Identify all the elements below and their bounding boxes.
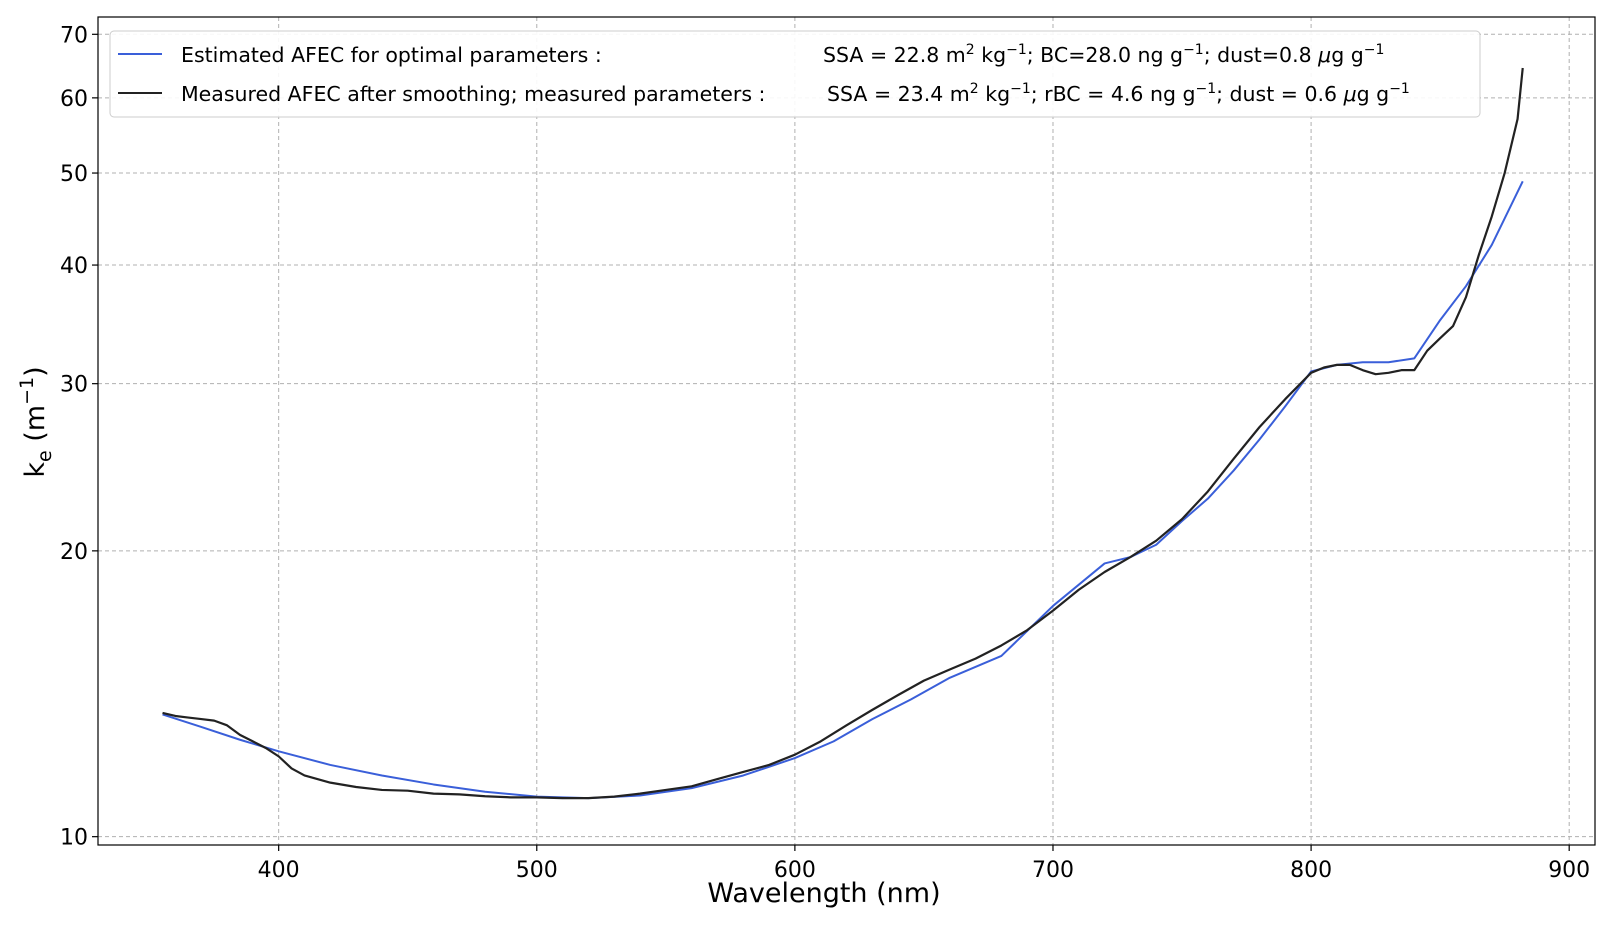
x-tick-label: 700 — [1032, 858, 1074, 883]
legend-params-measured: SSA = 23.4 m2 kg−1; rBC = 4.6 ng g−1; du… — [827, 81, 1410, 106]
y-tick-label: 60 — [60, 87, 88, 112]
y-axis-title-main: k — [20, 462, 51, 478]
series-lines — [162, 67, 1524, 800]
legend-param-part: −1 — [1010, 81, 1031, 97]
legend-param-part: μ — [1317, 43, 1331, 67]
legend-param-part: ; BC=28.0 ng g — [1027, 43, 1183, 67]
legend-param-part: −1 — [1006, 42, 1027, 58]
x-tick-label: 600 — [774, 858, 816, 883]
x-axis-title: Wavelength (nm) — [707, 878, 940, 909]
x-tick-label: 900 — [1548, 858, 1590, 883]
legend-param-part: 2 — [970, 81, 979, 97]
legend-param-part: −1 — [1195, 81, 1216, 97]
legend-param-part: 2 — [966, 42, 975, 58]
legend-param-part: SSA = 22.8 m — [823, 43, 966, 67]
x-tick-label: 500 — [516, 858, 558, 883]
legend-box — [109, 30, 1481, 118]
y-tick-label: 50 — [60, 162, 88, 187]
y-axis-title-close: ) — [20, 366, 51, 377]
legend-param-part: ; dust=0.8 — [1204, 43, 1318, 67]
legend-label-measured: Measured AFEC after smoothing; measured … — [181, 82, 765, 106]
legend-param-part: kg — [975, 43, 1006, 67]
grid-lines — [98, 17, 1595, 845]
x-tick-label: 400 — [258, 858, 300, 883]
legend-param-part: −1 — [1389, 81, 1410, 97]
y-tick-label: 10 — [60, 826, 88, 851]
y-axis-title: ke (m−1) — [16, 366, 56, 477]
legend-param-part: g g — [1357, 82, 1390, 106]
legend-param-part: μ — [1343, 82, 1357, 106]
y-axis-title-subscript: e — [34, 450, 56, 462]
legend-param-part: g g — [1331, 43, 1364, 67]
legend: Estimated AFEC for optimal parameters : … — [109, 30, 1481, 118]
axis-ticks: 400 500 600 700 800 900 10 20 30 40 50 60 70 — [60, 23, 1590, 883]
legend-param-part: kg — [979, 82, 1010, 106]
y-axis-title-exponent: −1 — [16, 377, 38, 405]
legend-label-estimated: Estimated AFEC for optimal parameters : — [181, 43, 602, 67]
series-line-estimated — [162, 180, 1524, 800]
x-tick-label: 800 — [1290, 858, 1332, 883]
legend-param-part: SSA = 23.4 m — [827, 82, 970, 106]
y-axis-title-unit: (m — [20, 405, 51, 450]
legend-param-part: ; dust = 0.6 — [1216, 82, 1343, 106]
legend-param-part: −1 — [1364, 42, 1385, 58]
y-tick-label: 20 — [60, 540, 88, 565]
plot-area-frame — [97, 16, 1596, 846]
series-line-measured — [162, 67, 1524, 800]
legend-param-part: −1 — [1183, 42, 1204, 58]
legend-param-part: ; rBC = 4.6 ng g — [1031, 82, 1196, 106]
y-tick-label: 40 — [60, 254, 88, 279]
y-tick-label: 70 — [60, 23, 88, 48]
y-tick-label: 30 — [60, 373, 88, 398]
legend-params-estimated: SSA = 22.8 m2 kg−1; BC=28.0 ng g−1; dust… — [823, 42, 1384, 67]
